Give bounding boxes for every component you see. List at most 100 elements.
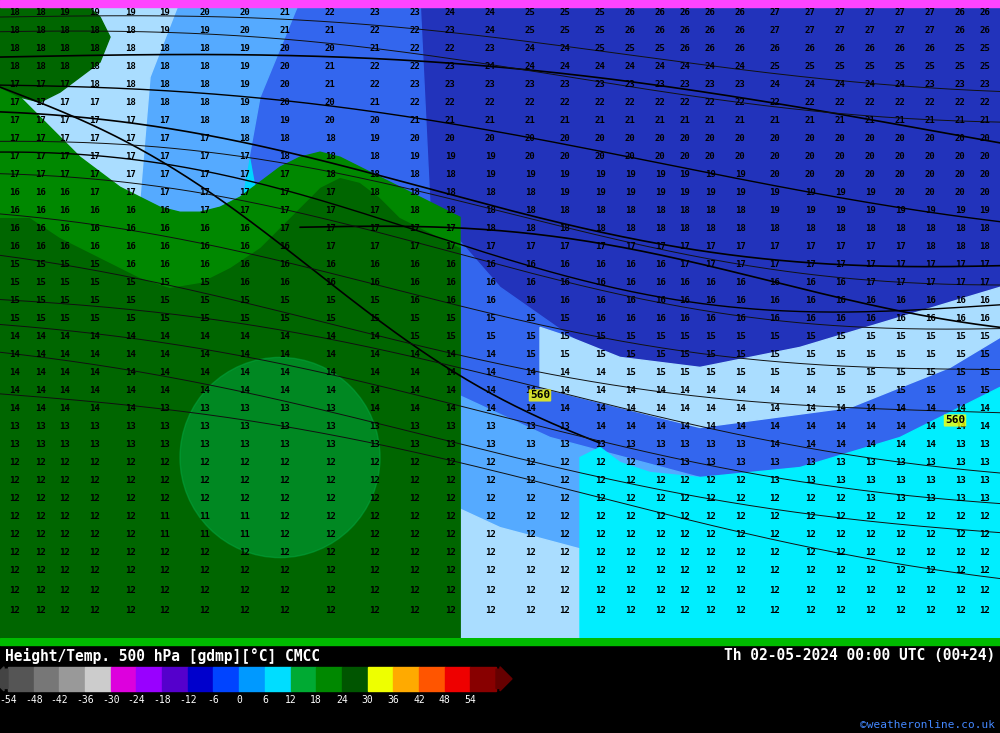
Text: 15: 15 <box>35 259 45 269</box>
Text: 14: 14 <box>525 404 535 413</box>
Text: 26: 26 <box>925 43 935 53</box>
Text: 16: 16 <box>805 296 815 305</box>
Text: -54: -54 <box>0 695 17 705</box>
Text: 18: 18 <box>625 206 635 215</box>
Text: 18: 18 <box>160 62 170 70</box>
Text: 12: 12 <box>805 530 815 539</box>
Text: 16: 16 <box>655 278 665 287</box>
Text: 15: 15 <box>90 296 100 305</box>
Text: 21: 21 <box>805 116 815 125</box>
Text: 25: 25 <box>595 26 605 34</box>
Text: 18: 18 <box>925 242 935 251</box>
Text: 15: 15 <box>735 332 745 341</box>
Text: 42: 42 <box>413 695 425 705</box>
Text: 12: 12 <box>60 530 70 539</box>
Text: 12: 12 <box>485 458 495 467</box>
Text: 12: 12 <box>10 606 20 615</box>
Text: 12: 12 <box>35 586 45 595</box>
Text: 23: 23 <box>525 80 535 89</box>
Text: 13: 13 <box>370 440 380 449</box>
Text: 13: 13 <box>680 440 690 449</box>
Text: 16: 16 <box>925 296 935 305</box>
Text: 24: 24 <box>485 26 495 34</box>
Text: 17: 17 <box>160 116 170 125</box>
Text: 18: 18 <box>10 7 20 17</box>
Text: 14: 14 <box>770 386 780 395</box>
Text: 12: 12 <box>280 458 290 467</box>
Text: 15: 15 <box>895 332 905 341</box>
Text: 12: 12 <box>560 512 570 521</box>
Text: 14: 14 <box>925 422 935 431</box>
Text: 24: 24 <box>865 80 875 89</box>
Text: 17: 17 <box>895 278 905 287</box>
Text: 13: 13 <box>895 476 905 485</box>
Text: 12: 12 <box>705 566 715 575</box>
Text: 19: 19 <box>200 26 210 34</box>
Text: 19: 19 <box>865 188 875 196</box>
Text: 12: 12 <box>925 548 935 557</box>
Text: 21: 21 <box>525 116 535 125</box>
Text: 20: 20 <box>925 188 935 196</box>
Text: 18: 18 <box>980 242 990 251</box>
Text: 17: 17 <box>240 170 250 179</box>
Text: 24: 24 <box>445 7 455 17</box>
Text: 26: 26 <box>955 26 965 34</box>
Text: 18: 18 <box>125 43 135 53</box>
Text: 17: 17 <box>35 97 45 106</box>
Text: 12: 12 <box>160 606 170 615</box>
Text: 18: 18 <box>410 206 420 215</box>
Text: 560: 560 <box>945 416 965 425</box>
Text: 17: 17 <box>445 242 455 251</box>
Text: 12: 12 <box>445 606 455 615</box>
Text: 16: 16 <box>655 259 665 269</box>
Text: 18: 18 <box>90 80 100 89</box>
Text: 13: 13 <box>325 404 335 413</box>
Text: 20: 20 <box>240 26 250 34</box>
Text: 16: 16 <box>895 314 905 323</box>
Text: 14: 14 <box>35 386 45 395</box>
Text: 19: 19 <box>485 152 495 161</box>
Text: 16: 16 <box>410 296 420 305</box>
Text: 19: 19 <box>240 80 250 89</box>
Text: 12: 12 <box>925 530 935 539</box>
Text: 18: 18 <box>60 43 70 53</box>
Text: 12: 12 <box>35 494 45 503</box>
Text: 12: 12 <box>125 548 135 557</box>
Text: 18: 18 <box>485 224 495 233</box>
Text: 16: 16 <box>835 296 845 305</box>
Text: 13: 13 <box>735 458 745 467</box>
Text: 12: 12 <box>35 512 45 521</box>
Text: 13: 13 <box>980 458 990 467</box>
Text: 17: 17 <box>35 80 45 89</box>
Text: 17: 17 <box>805 259 815 269</box>
Text: 12: 12 <box>370 606 380 615</box>
Text: 15: 15 <box>90 278 100 287</box>
Text: 12: 12 <box>735 512 745 521</box>
Text: 14: 14 <box>560 404 570 413</box>
Text: 12: 12 <box>735 606 745 615</box>
Text: 20: 20 <box>865 133 875 143</box>
Text: 25: 25 <box>595 43 605 53</box>
Text: 17: 17 <box>805 242 815 251</box>
Text: 21: 21 <box>925 116 935 125</box>
Text: 14: 14 <box>525 386 535 395</box>
Text: 15: 15 <box>325 314 335 323</box>
Text: 19: 19 <box>680 170 690 179</box>
Text: 15: 15 <box>60 296 70 305</box>
Text: 16: 16 <box>680 278 690 287</box>
Text: 20: 20 <box>325 116 335 125</box>
Text: 11: 11 <box>200 530 210 539</box>
Text: 19: 19 <box>805 206 815 215</box>
Text: 12: 12 <box>525 458 535 467</box>
Text: 15: 15 <box>370 296 380 305</box>
Text: 12: 12 <box>35 566 45 575</box>
Text: 560: 560 <box>530 391 550 400</box>
Text: 12: 12 <box>625 512 635 521</box>
Text: 17: 17 <box>160 152 170 161</box>
Text: -48: -48 <box>25 695 42 705</box>
Text: 12: 12 <box>680 476 690 485</box>
Text: 15: 15 <box>240 314 250 323</box>
Text: 16: 16 <box>625 296 635 305</box>
Text: 12: 12 <box>10 586 20 595</box>
Text: 18: 18 <box>125 80 135 89</box>
